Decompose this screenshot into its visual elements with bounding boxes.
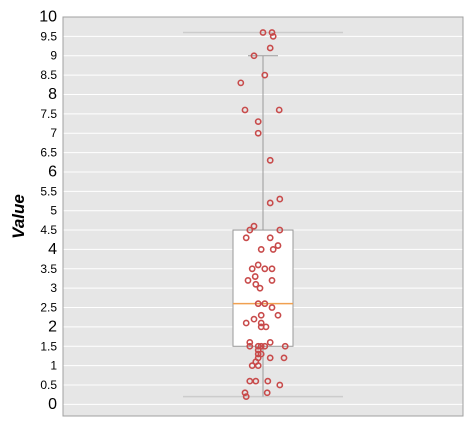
y-tick-label: 4.5 bbox=[40, 223, 57, 237]
data-point bbox=[252, 280, 260, 288]
data-point bbox=[266, 156, 274, 164]
y-tick-label: 6 bbox=[48, 163, 57, 180]
data-point bbox=[256, 284, 264, 292]
plot-frame bbox=[62, 16, 464, 417]
y-tick-label: 0.5 bbox=[40, 378, 57, 392]
data-point bbox=[261, 300, 269, 308]
data-point bbox=[261, 71, 269, 79]
data-point bbox=[266, 354, 274, 362]
data-point bbox=[250, 52, 258, 60]
data-points bbox=[237, 29, 289, 401]
y-tick-label: 7.5 bbox=[40, 107, 57, 121]
data-point bbox=[248, 362, 256, 370]
data-point bbox=[248, 265, 256, 273]
data-point bbox=[254, 118, 262, 125]
y-tick-label: 2.5 bbox=[40, 301, 57, 315]
data-point bbox=[246, 226, 254, 234]
data-point bbox=[261, 342, 269, 350]
data-point bbox=[259, 29, 267, 36]
data-point bbox=[280, 354, 288, 362]
data-point bbox=[257, 311, 265, 319]
data-point bbox=[254, 300, 262, 308]
data-point bbox=[274, 311, 282, 319]
data-point bbox=[242, 234, 250, 242]
y-tick-label: 10 bbox=[39, 9, 57, 26]
data-point bbox=[246, 377, 254, 385]
y-axis-label: Value bbox=[9, 194, 28, 239]
y-tick-label: 7 bbox=[50, 126, 57, 140]
data-point bbox=[242, 393, 250, 401]
data-point bbox=[274, 242, 282, 249]
y-tick-label: 0 bbox=[48, 396, 57, 413]
data-point bbox=[276, 226, 284, 234]
data-point bbox=[266, 234, 274, 242]
y-tick-label: 6.5 bbox=[40, 146, 57, 160]
y-tick-label: 8.5 bbox=[40, 68, 57, 82]
data-point bbox=[254, 129, 262, 137]
data-point bbox=[250, 222, 258, 230]
data-point bbox=[254, 362, 262, 370]
data-point bbox=[276, 381, 284, 389]
y-tick-label: 5 bbox=[50, 204, 57, 218]
data-point bbox=[268, 304, 276, 311]
y-tick-label: 9 bbox=[50, 49, 57, 63]
y-tick-label: 8 bbox=[48, 86, 57, 103]
data-point bbox=[269, 246, 277, 253]
data-point bbox=[254, 261, 262, 269]
data-point bbox=[251, 273, 259, 280]
y-tick-label: 2 bbox=[48, 318, 57, 335]
data-point bbox=[246, 342, 254, 350]
data-point bbox=[254, 350, 262, 358]
data-point bbox=[269, 32, 277, 40]
y-tick-label: 3.5 bbox=[40, 262, 57, 276]
y-tick-label: 5.5 bbox=[40, 184, 57, 198]
data-point bbox=[268, 277, 276, 284]
y-tick-label: 9.5 bbox=[40, 29, 57, 43]
data-point bbox=[252, 377, 260, 385]
y-tick-label: 3 bbox=[50, 281, 57, 295]
data-point bbox=[246, 338, 254, 346]
y-tick-label: 1 bbox=[50, 359, 57, 373]
data-point bbox=[262, 323, 270, 331]
data-point bbox=[276, 195, 284, 203]
data-point bbox=[266, 44, 274, 52]
data-point bbox=[268, 265, 276, 273]
data-point bbox=[237, 79, 245, 87]
data-point bbox=[281, 342, 289, 350]
data-point bbox=[250, 315, 258, 323]
data-point bbox=[266, 199, 274, 207]
data-point bbox=[261, 265, 269, 273]
data-point bbox=[242, 319, 250, 327]
data-point bbox=[264, 377, 272, 385]
data-point bbox=[268, 29, 276, 36]
data-point bbox=[266, 338, 274, 346]
y-tick-label: 4 bbox=[48, 241, 57, 258]
y-tick-label: 1.5 bbox=[40, 339, 57, 353]
data-point bbox=[257, 246, 265, 253]
data-point bbox=[275, 106, 283, 114]
data-point bbox=[257, 319, 265, 327]
data-point bbox=[241, 389, 249, 397]
data-point bbox=[263, 389, 271, 397]
y-tick-labels: 0 0.5 1 1.5 2 2.5 3 3.5 4 4.5 5 5.5 6 6.5 7 7.5 8 8.5 9 9.5… bbox=[39, 9, 57, 413]
data-point bbox=[244, 277, 252, 284]
data-point bbox=[241, 106, 249, 114]
data-point bbox=[254, 342, 262, 350]
